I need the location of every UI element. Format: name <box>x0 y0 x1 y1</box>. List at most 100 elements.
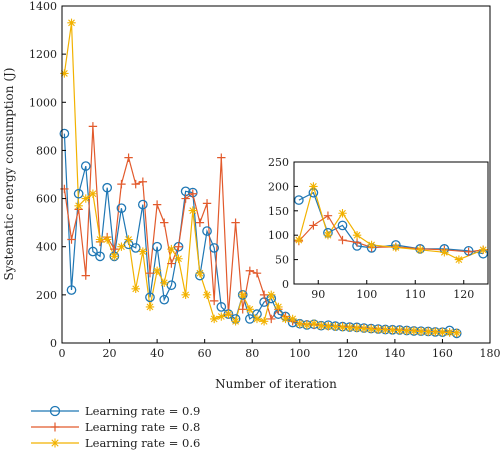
data-point-series-3 <box>402 326 411 335</box>
data-point-series-2 <box>252 268 262 278</box>
data-point-series-1 <box>95 251 105 262</box>
data-point-series-2 <box>174 242 183 251</box>
data-point-series-3 <box>259 317 269 326</box>
y-tick-label: 400 <box>36 241 57 254</box>
data-point-series-3 <box>309 182 318 191</box>
legend-label: Learning rate = 0.9 <box>85 404 200 418</box>
data-point-series-2 <box>352 238 362 247</box>
data-point-series-1 <box>152 241 162 252</box>
data-point-series-3 <box>338 322 347 332</box>
data-point-series-2 <box>267 314 276 324</box>
data-point-series-3 <box>281 314 290 324</box>
y-tick-label: 800 <box>36 144 57 157</box>
main-series-markers <box>59 18 462 339</box>
x-tick-label: 0 <box>59 347 66 360</box>
y-tick-label: 100 <box>268 229 289 242</box>
data-point-series-3 <box>274 302 283 312</box>
data-point-series-3 <box>445 328 454 337</box>
data-point-series-1 <box>209 243 220 253</box>
data-point-series-3 <box>374 325 383 334</box>
y-tick-label: 0 <box>282 278 289 291</box>
data-point-series-2 <box>117 179 126 189</box>
y-tick-label: 600 <box>36 193 57 206</box>
x-tick-label: 90 <box>311 288 325 301</box>
data-point-series-1 <box>202 226 212 236</box>
data-point-series-3 <box>160 278 169 288</box>
data-point-series-3 <box>88 189 98 198</box>
data-point-series-3 <box>188 206 197 215</box>
data-point-series-3 <box>295 319 304 328</box>
data-point-series-2 <box>464 247 473 256</box>
legend-marker <box>49 405 61 417</box>
data-point-series-1 <box>137 199 148 210</box>
data-point-series-3 <box>324 321 333 331</box>
data-point-series-1 <box>80 161 91 171</box>
data-point-series-3 <box>102 235 112 244</box>
data-point-series-2 <box>238 305 247 314</box>
data-point-series-1 <box>59 128 70 139</box>
x-tick-label: 180 <box>480 347 500 360</box>
data-point-series-3 <box>67 18 76 28</box>
data-point-series-2 <box>88 122 98 131</box>
data-point-series-2 <box>81 271 90 280</box>
y-tick-label: 250 <box>268 156 289 169</box>
x-tick-label: 110 <box>405 288 426 301</box>
data-point-series-1 <box>102 182 113 193</box>
data-point-series-1 <box>130 243 141 253</box>
data-point-series-2 <box>245 266 255 275</box>
data-point-series-3 <box>302 320 312 330</box>
data-point-series-3 <box>431 327 440 337</box>
data-point-series-2 <box>160 218 169 227</box>
data-point-series-3 <box>131 284 140 294</box>
y-tick-label: 1400 <box>29 0 57 13</box>
inset-plot-frame <box>293 161 489 285</box>
data-point-series-3 <box>202 290 212 300</box>
inset-series-markers <box>293 182 488 264</box>
data-point-series-2 <box>259 290 269 300</box>
data-point-series-2 <box>195 218 205 227</box>
data-point-series-3 <box>454 255 464 264</box>
data-point-series-1 <box>293 195 304 205</box>
inset-background <box>294 162 488 284</box>
data-point-series-3 <box>366 324 376 334</box>
data-point-series-3 <box>316 321 326 330</box>
data-point-series-3 <box>74 201 83 210</box>
data-point-series-2 <box>181 194 190 203</box>
data-point-series-3 <box>416 327 426 336</box>
legend-marker <box>50 422 60 432</box>
data-point-series-3 <box>323 231 333 240</box>
x-axis-title: Number of iteration <box>215 377 337 391</box>
y-tick-label: 150 <box>268 205 289 218</box>
data-point-series-3 <box>195 268 205 278</box>
data-point-series-3 <box>174 254 183 263</box>
y-axis-title: Systematic energy consumption (J) <box>2 68 16 281</box>
x-tick-label: 100 <box>356 288 377 301</box>
y-tick-label: 0 <box>50 337 57 350</box>
data-point-series-3 <box>352 323 362 333</box>
data-point-series-3 <box>440 248 449 257</box>
data-point-series-2 <box>217 153 226 162</box>
inset-x-ticks: 90 100 110 120 <box>311 280 474 301</box>
data-point-series-3 <box>138 247 148 256</box>
x-tick-label: 20 <box>103 347 117 360</box>
data-point-series-3 <box>81 194 90 203</box>
data-point-series-3 <box>267 290 276 300</box>
y-tick-label: 200 <box>268 180 289 193</box>
data-point-series-3 <box>181 290 190 300</box>
data-point-series-3 <box>60 69 69 78</box>
data-point-series-3 <box>238 290 247 300</box>
y-tick-label: 200 <box>36 289 57 302</box>
data-point-series-2 <box>124 153 133 162</box>
data-point-series-2 <box>323 211 333 220</box>
x-tick-label: 120 <box>337 347 358 360</box>
data-point-series-3 <box>124 235 133 244</box>
data-point-series-2 <box>231 218 240 227</box>
main-y-ticks: 0 200 400 600 800 1000 1200 1400 <box>29 0 66 350</box>
y-tick-label: 1200 <box>29 48 57 61</box>
data-point-series-3 <box>152 266 162 275</box>
y-tick-label: 1000 <box>29 96 57 109</box>
data-point-series-3 <box>209 314 219 324</box>
x-tick-label: 60 <box>198 347 212 360</box>
data-point-series-1 <box>116 203 127 214</box>
